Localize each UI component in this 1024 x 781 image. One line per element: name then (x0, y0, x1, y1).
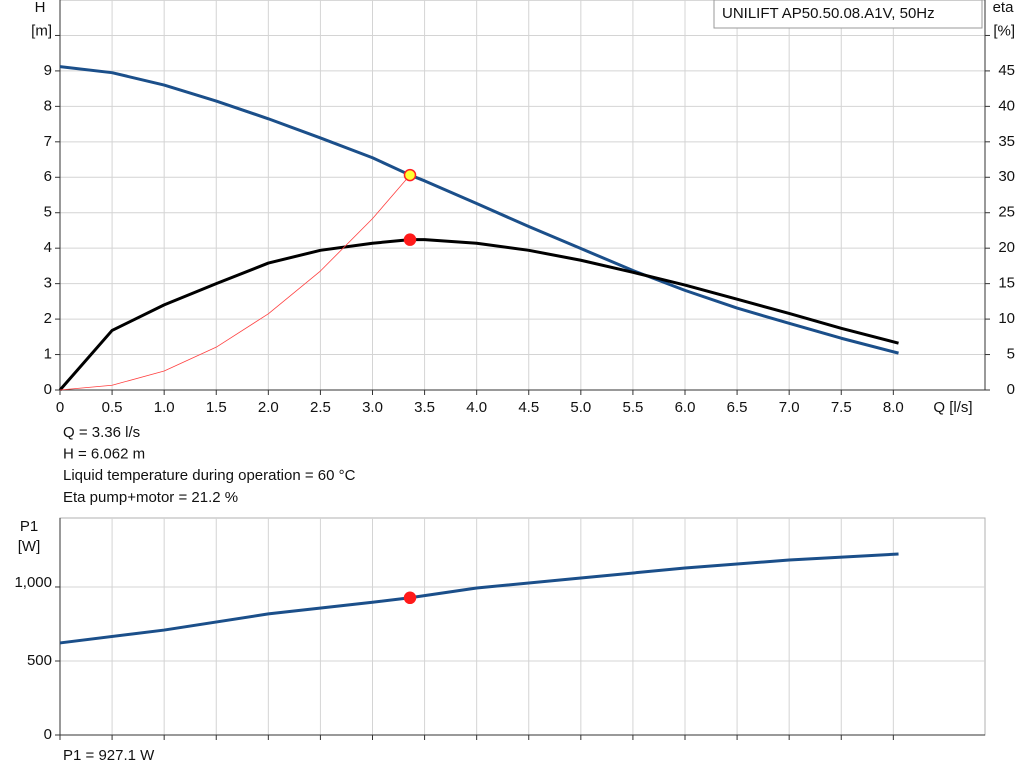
y-tick-label: [m] (31, 22, 52, 39)
x-tick-label: 5.0 (570, 399, 591, 416)
y2-tick-label: 15 (998, 275, 1015, 292)
x-tick-label: 7.0 (779, 399, 800, 416)
x-tick-label: 4.5 (518, 399, 539, 416)
x-tick-label: 4.0 (466, 399, 487, 416)
y-tick-label: 8 (44, 97, 52, 114)
y-tick-label: 0 (44, 726, 52, 743)
annotation: Q = 3.36 l/s (63, 424, 140, 441)
chart-title: UNILIFT AP50.50.08.A1V, 50Hz (722, 5, 935, 22)
y-tick-label: 9 (44, 62, 52, 79)
x-tick-label: 3.0 (362, 399, 383, 416)
y2-tick-label: 10 (998, 310, 1015, 327)
y-axis-label: P1 (20, 518, 38, 535)
y-tick-label: 3 (44, 275, 52, 292)
y-axis-unit: [W] (18, 538, 41, 555)
annotation: Liquid temperature during operation = 60… (63, 467, 356, 484)
y2-tick-label: 25 (998, 204, 1015, 221)
y-tick-label: 7 (44, 133, 52, 150)
x-tick-label: 6.0 (675, 399, 696, 416)
y-tick-label: 0 (44, 381, 52, 398)
y2-tick-label: 35 (998, 133, 1015, 150)
x-tick-label: 7.5 (831, 399, 852, 416)
y-tick-label: 500 (27, 652, 52, 669)
curve (58, 238, 899, 391)
annotation: H = 6.062 m (63, 446, 145, 463)
curve (59, 65, 899, 355)
y-tick-label: 2 (44, 310, 52, 327)
y2-axis-label: eta (993, 0, 1015, 16)
y-tick-label: 6 (44, 168, 52, 185)
curve (59, 552, 899, 645)
annotation: Eta pump+motor = 21.2 % (63, 489, 238, 506)
x-tick-label: 8.0 (883, 399, 904, 416)
title-box (713, 0, 983, 29)
y2-tick-label: [%] (993, 22, 1015, 39)
x-tick-label: 5.5 (622, 399, 643, 416)
y2-tick-label: 45 (998, 62, 1015, 79)
operating-point (403, 591, 417, 605)
y-tick-label: 4 (44, 239, 52, 256)
plot-frame (59, 517, 986, 736)
x-axis-label: Q [l/s] (933, 399, 972, 416)
annotation: P1 = 927.1 W (63, 747, 155, 764)
x-tick-label: 1.0 (154, 399, 175, 416)
curve (59, 174, 411, 391)
x-tick-label: 6.5 (727, 399, 748, 416)
plot-frame (59, 0, 986, 391)
y-tick-label: 1,000 (14, 574, 52, 591)
x-tick-label: 0 (56, 399, 64, 416)
operating-point (403, 168, 417, 182)
x-tick-label: 2.5 (310, 399, 331, 416)
y-tick-label: 1 (44, 346, 52, 363)
x-tick-label: 2.0 (258, 399, 279, 416)
y-axis-label: H (35, 0, 46, 16)
y-tick-label: 5 (44, 204, 52, 221)
y2-tick-label: 5 (1007, 346, 1015, 363)
y2-tick-label: 0 (1007, 381, 1015, 398)
operating-point (403, 233, 417, 246)
x-tick-label: 3.5 (414, 399, 435, 416)
x-tick-label: 1.5 (206, 399, 227, 416)
y2-tick-label: 30 (998, 168, 1015, 185)
x-tick-label: 0.5 (102, 399, 123, 416)
y2-tick-label: 20 (998, 239, 1015, 256)
y2-tick-label: 40 (998, 97, 1015, 114)
